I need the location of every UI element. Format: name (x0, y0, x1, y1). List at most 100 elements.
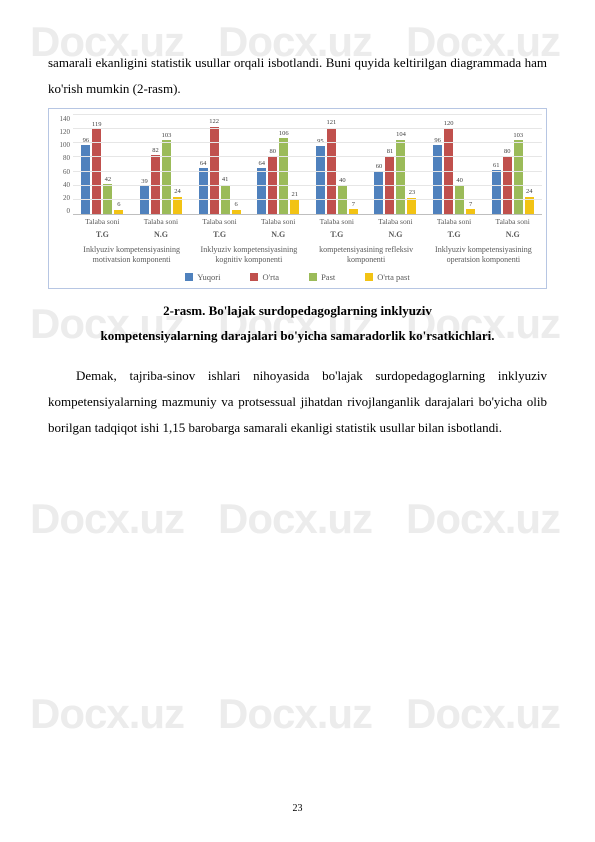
bar-value-label: 64 (258, 161, 265, 168)
group-label: N.G (483, 230, 542, 239)
bar-value-label: 96 (434, 138, 441, 145)
x-axis-label: Talaba soni (73, 215, 132, 226)
x-axis-label: Talaba soni (366, 215, 425, 226)
bar (514, 140, 523, 214)
watermark: Docx.uz (30, 690, 184, 738)
legend-item: O'rta past (365, 272, 409, 282)
bar-wrap: 7 (348, 202, 358, 215)
bar-value-label: 21 (291, 192, 298, 199)
watermark: Docx.uz (218, 495, 372, 543)
bar (492, 170, 501, 214)
bar-value-label: 103 (162, 133, 172, 140)
caption-line: 2-rasm. Bo'lajak surdopedagoglarning ink… (48, 299, 547, 324)
bar-value-label: 120 (444, 121, 454, 128)
bar-value-label: 121 (326, 120, 336, 127)
bar-value-label: 7 (352, 202, 355, 209)
bar-value-label: 82 (152, 148, 159, 155)
component-label: Inklyuziv kompetensiyasining kognitiv ko… (190, 245, 307, 264)
gridline (73, 142, 542, 143)
bar-wrap: 6 (231, 202, 241, 214)
bar-value-label: 40 (339, 178, 346, 185)
legend-item: Yuqori (185, 272, 220, 282)
bar-value-label: 40 (456, 178, 463, 185)
bar-wrap: 41 (220, 177, 230, 214)
bar-wrap: 96 (433, 138, 443, 214)
bar-value-label: 96 (83, 138, 90, 145)
component-label: Inklyuziv kompetensiyasining operatsion … (425, 245, 542, 264)
gridline (73, 128, 542, 129)
y-tick: 0 (53, 207, 70, 215)
caption-line: kompetensiyalarning darajalari bo'yicha … (48, 324, 547, 349)
intro-paragraph: samarali ekanligini statistik usullar or… (48, 50, 547, 102)
bar-wrap: 64 (198, 161, 208, 214)
bar-wrap: 96 (81, 138, 91, 214)
legend-item: Past (309, 272, 335, 282)
bar-wrap: 7 (466, 202, 476, 215)
bar-value-label: 41 (222, 177, 229, 184)
gridline (73, 114, 542, 115)
bar (407, 198, 416, 214)
component-label: Inklyuziv kompetensiyasining motivatsion… (73, 245, 190, 264)
group-label: N.G (249, 230, 308, 239)
chart-legend: YuqoriO'rtaPastO'rta past (53, 272, 542, 282)
x-axis-label: Talaba soni (190, 215, 249, 226)
bar-value-label: 81 (387, 149, 394, 156)
bar-wrap: 104 (396, 132, 406, 214)
chart-caption: 2-rasm. Bo'lajak surdopedagoglarning ink… (48, 299, 547, 348)
bar-value-label: 80 (504, 149, 511, 156)
bar-value-label: 104 (396, 132, 406, 139)
bar (374, 171, 383, 214)
group-label: T.G (308, 230, 367, 239)
bar-value-label: 6 (117, 202, 120, 209)
group-labels: T.GN.GT.GN.GT.GN.GT.GN.G (73, 230, 542, 239)
bar-wrap: 40 (455, 178, 465, 214)
bar-wrap: 42 (103, 177, 113, 215)
legend-label: O'rta past (377, 272, 409, 282)
bar-value-label: 24 (174, 189, 181, 196)
group-label: T.G (425, 230, 484, 239)
legend-swatch (365, 273, 373, 281)
y-tick: 60 (53, 168, 70, 176)
bar-wrap: 21 (290, 192, 300, 215)
component-label: kompetensiyasining refleksiv komponenti (308, 245, 425, 264)
bar-wrap: 103 (513, 133, 523, 214)
bar-wrap: 80 (502, 149, 512, 214)
bar (162, 140, 171, 214)
bar-value-label: 6 (234, 202, 237, 209)
bar (279, 138, 288, 214)
bar-chart: 140120100806040200 961194263982103246412… (48, 108, 547, 289)
y-tick: 40 (53, 181, 70, 189)
watermark: Docx.uz (30, 495, 184, 543)
body-paragraph: Demak, tajriba-sinov ishlari nihoyasida … (48, 363, 547, 441)
bar-wrap: 80 (268, 149, 278, 214)
bar-value-label: 103 (513, 133, 523, 140)
x-axis-label: Talaba soni (425, 215, 484, 226)
y-tick: 20 (53, 194, 70, 202)
x-axis-labels: Talaba soniTalaba soniTalaba soniTalaba … (73, 215, 542, 226)
bar-wrap: 24 (524, 189, 534, 214)
bar-wrap: 40 (337, 178, 347, 214)
bar-value-label: 60 (376, 164, 383, 171)
bar (396, 140, 405, 214)
legend-swatch (185, 273, 193, 281)
bar (199, 168, 208, 214)
x-axis-label: Talaba soni (308, 215, 367, 226)
bar-value-label: 64 (200, 161, 207, 168)
bar-wrap: 81 (385, 149, 395, 214)
y-tick: 80 (53, 154, 70, 162)
gridline (73, 171, 542, 172)
legend-label: Yuqori (197, 272, 220, 282)
x-axis-label: Talaba soni (132, 215, 191, 226)
watermark: Docx.uz (406, 495, 560, 543)
bar-value-label: 23 (409, 190, 416, 197)
bar-wrap: 82 (150, 148, 160, 214)
bar-wrap: 103 (161, 133, 171, 214)
bar (257, 168, 266, 214)
bar-wrap: 120 (444, 121, 454, 214)
bar-value-label: 7 (469, 202, 472, 209)
group-label: N.G (366, 230, 425, 239)
bar (140, 186, 149, 214)
page-number: 23 (0, 803, 595, 814)
bar-wrap: 119 (92, 122, 102, 215)
x-axis-label: Talaba soni (483, 215, 542, 226)
